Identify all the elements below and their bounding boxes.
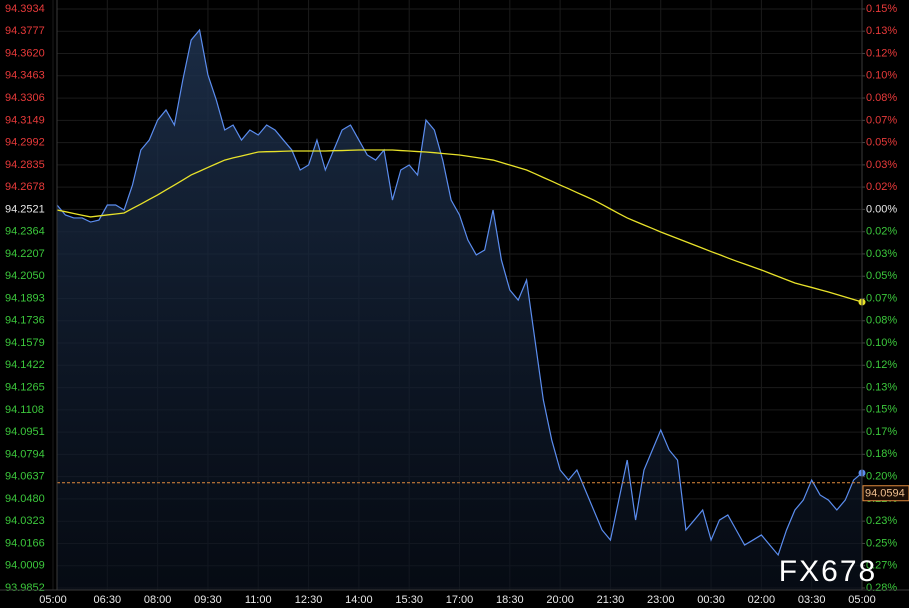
y-tick-label: 94.2521 [5, 203, 45, 215]
y-tick-label: 94.0951 [5, 426, 45, 438]
y2-tick-label: 0.03% [866, 248, 897, 260]
y2-tick-label: 0.08% [866, 315, 897, 327]
y-tick-label: 94.3149 [5, 114, 45, 126]
x-tick-label: 05:00 [848, 594, 876, 606]
x-tick-label: 20:00 [546, 594, 574, 606]
y2-tick-label: 0.10% [866, 337, 897, 349]
y2-tick-label: 0.15% [866, 3, 897, 15]
y-tick-label: 94.1579 [5, 337, 45, 349]
y2-tick-label: 0.13% [866, 382, 897, 394]
watermark: FX678 [779, 555, 877, 588]
y-tick-label: 94.3777 [5, 25, 45, 37]
y-tick-label: 94.2835 [5, 159, 45, 171]
y-tick-label: 94.0009 [5, 560, 45, 572]
x-tick-label: 05:00 [39, 594, 67, 606]
y2-tick-label: 0.02% [866, 181, 897, 193]
x-tick-label: 03:30 [798, 594, 826, 606]
y-tick-label: 94.2678 [5, 181, 45, 193]
y-tick-label: 94.3306 [5, 92, 45, 104]
y2-tick-label: 0.05% [866, 270, 897, 282]
y2-tick-label: 0.17% [866, 426, 897, 438]
y2-tick-label: 0.18% [866, 448, 897, 460]
y2-tick-label: 0.12% [866, 47, 897, 59]
y-tick-label: 94.2050 [5, 270, 45, 282]
x-tick-label: 11:00 [245, 594, 272, 606]
y-tick-label: 93.9852 [5, 582, 45, 594]
y-tick-label: 94.2992 [5, 137, 45, 149]
x-tick-label: 02:00 [748, 594, 776, 606]
y2-tick-label: 0.00% [866, 203, 897, 215]
y2-tick-label: 0.10% [866, 70, 897, 82]
x-tick-label: 14:00 [345, 594, 373, 606]
y-tick-label: 94.1265 [5, 381, 45, 393]
y-tick-label: 94.3620 [5, 47, 45, 59]
y2-tick-label: 0.13% [866, 25, 897, 37]
y-tick-label: 94.0794 [5, 448, 45, 460]
y2-tick-label: 0.25% [866, 537, 897, 549]
y2-tick-label: 0.27% [866, 560, 897, 572]
y-tick-label: 94.1736 [5, 315, 45, 327]
y2-tick-label: 0.07% [866, 292, 897, 304]
y2-tick-label: 0.15% [866, 404, 897, 416]
y-tick-label: 94.2364 [5, 226, 45, 238]
x-tick-label: 06:30 [94, 594, 122, 606]
y2-tick-label: 0.07% [866, 114, 897, 126]
x-tick-label: 15:30 [395, 594, 423, 606]
y2-tick-label: 0.20% [866, 471, 897, 483]
y-tick-label: 94.3934 [5, 3, 45, 15]
y-tick-label: 94.0166 [5, 537, 45, 549]
y-tick-label: 94.0480 [5, 493, 45, 505]
line-series [56, 28, 863, 557]
x-tick-label: 21:30 [597, 594, 625, 606]
line-series [56, 149, 863, 303]
y2-tick-label: 0.08% [866, 92, 897, 104]
current-price-label: 94.0594 [865, 488, 905, 500]
y-tick-label: 94.1108 [5, 404, 44, 416]
x-tick-label: 17:00 [446, 594, 474, 606]
y-tick-label: 94.0637 [5, 471, 45, 483]
area-fill [57, 29, 862, 591]
x-tick-label: 18:30 [496, 594, 524, 606]
x-tick-label: 08:00 [144, 594, 172, 606]
y-tick-label: 94.0323 [5, 515, 45, 527]
y-tick-label: 94.2207 [5, 248, 45, 260]
y2-tick-label: 0.23% [866, 515, 897, 527]
current-price-box [862, 485, 909, 502]
y-tick-label: 94.3463 [5, 70, 45, 82]
y2-tick-label: 0.28% [866, 582, 897, 594]
x-tick-label: 12:30 [295, 594, 323, 606]
y2-tick-label: 0.02% [866, 226, 897, 238]
y2-tick-label: 0.05% [866, 136, 897, 148]
x-tick-label: 23:00 [647, 594, 675, 606]
y-tick-label: 94.1893 [5, 292, 45, 304]
y-tick-label: 94.1422 [5, 359, 45, 371]
y2-tick-label: 0.12% [866, 359, 897, 371]
x-tick-label: 00:30 [697, 594, 725, 606]
x-tick-label: 09:30 [194, 594, 222, 606]
y2-tick-label: 0.03% [866, 159, 897, 171]
plot [56, 28, 866, 591]
